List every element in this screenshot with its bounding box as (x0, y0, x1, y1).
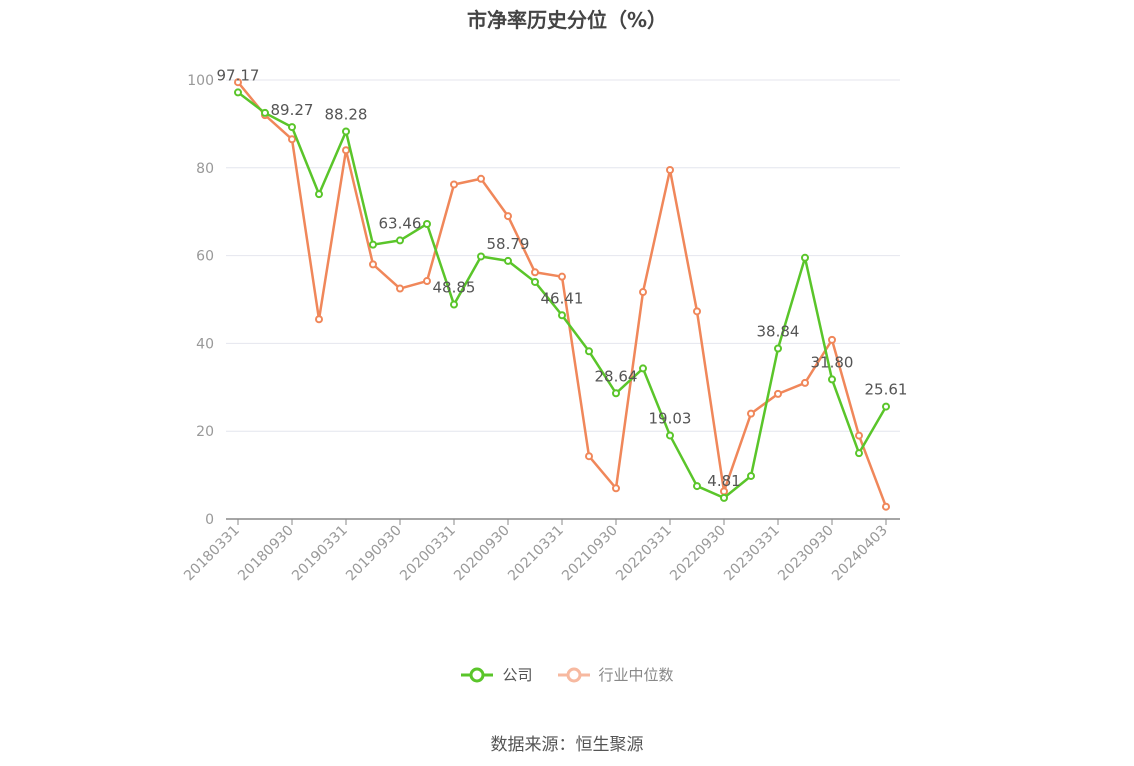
company-data-label: 88.28 (325, 105, 368, 123)
industry-median-point (882, 502, 890, 511)
y-tick-label: 100 (187, 73, 214, 89)
x-tick-label: 20210930 (559, 523, 621, 585)
industry-median-point (585, 452, 593, 461)
company-data-label: 31.80 (811, 353, 854, 371)
company-data-label: 19.03 (649, 409, 692, 427)
company-point (855, 449, 863, 458)
x-tick-label: 20190930 (343, 523, 405, 585)
industry-median-point (639, 288, 647, 297)
industry-median-point (315, 315, 323, 324)
x-tick-label: 20230930 (775, 523, 837, 585)
company-data-label: 25.61 (865, 381, 908, 399)
legend: 公司 行业中位数 (0, 664, 1134, 685)
company-point (639, 364, 647, 373)
company-point (612, 389, 620, 398)
x-tick-label: 20220930 (667, 523, 729, 585)
company-data-label: 46.41 (541, 289, 584, 307)
company-point (504, 256, 512, 265)
company-point (396, 236, 404, 245)
company-point (531, 277, 539, 286)
industry-median-point (477, 174, 485, 183)
industry-median-point (450, 180, 458, 189)
industry-median-point (558, 272, 566, 281)
company-point (558, 311, 566, 320)
industry-median-point (504, 212, 512, 221)
industry-median-point (747, 409, 755, 418)
company-data-label: 89.27 (271, 101, 314, 119)
company-point (288, 123, 296, 132)
industry-median-point (423, 277, 431, 286)
company-data-label: 4.81 (707, 472, 740, 490)
x-tick-label: 20200930 (451, 523, 513, 585)
y-tick-label: 80 (196, 161, 214, 177)
industry-median-point (342, 146, 350, 155)
company-point (720, 493, 728, 502)
company-point (882, 402, 890, 411)
company-point (477, 252, 485, 261)
industry-median-point (828, 335, 836, 344)
y-tick-label: 40 (196, 336, 214, 352)
company-point (315, 190, 323, 199)
company-point (585, 347, 593, 356)
industry-median-point (693, 307, 701, 316)
x-tick-label: 20230331 (721, 523, 783, 585)
legend-company-icon (461, 667, 494, 682)
company-point (747, 471, 755, 480)
company-point (234, 88, 242, 97)
x-tick-label: 20180930 (235, 523, 297, 585)
company-data-label: 63.46 (379, 214, 422, 232)
company-point (342, 127, 350, 136)
legend-label-industry-median: 行业中位数 (598, 666, 674, 684)
x-tick-label: 20220331 (613, 523, 675, 585)
industry-median-point (288, 135, 296, 144)
legend-item-company[interactable]: 公司 (460, 664, 533, 685)
legend-industry-icon (557, 667, 590, 682)
y-tick-label: 60 (196, 249, 214, 265)
legend-item-industry-median[interactable]: 行业中位数 (557, 664, 674, 685)
company-data-label: 48.85 (433, 279, 476, 297)
company-point (828, 375, 836, 384)
industry-median-point (369, 260, 377, 269)
industry-median-point (396, 284, 404, 293)
company-data-label: 58.79 (487, 235, 530, 253)
chart-title: 市净率历史分位（%） (466, 8, 668, 32)
x-tick-label: 20200331 (397, 523, 459, 585)
y-tick-label: 20 (196, 424, 214, 440)
line-chart: 0 20 40 60 80 100 2018033120180930201903312019… (181, 66, 908, 585)
company-data-label: 38.84 (757, 322, 800, 340)
industry-median-point (234, 78, 242, 87)
industry-median-point (774, 389, 782, 398)
company-point (666, 431, 674, 440)
x-tick-label: 20240403 (829, 523, 891, 585)
data-source: 数据来源：恒生聚源 (490, 735, 644, 755)
industry-median-point (801, 378, 809, 387)
company-point (261, 108, 269, 117)
legend-label-company: 公司 (502, 666, 533, 684)
industry-median-point (855, 431, 863, 440)
industry-median-point (531, 268, 539, 277)
industry-median-point (612, 484, 620, 493)
company-data-label: 28.64 (595, 367, 638, 385)
company-point (423, 219, 431, 228)
y-tick-label: 0 (205, 512, 214, 528)
company-point (774, 344, 782, 353)
company-point (369, 240, 377, 249)
x-tick-label: 20210331 (505, 523, 567, 585)
company-point (450, 300, 458, 309)
company-point (693, 482, 701, 491)
company-point (801, 253, 809, 262)
company-data-label: 97.17 (217, 66, 260, 84)
x-tick-label: 20190331 (289, 523, 351, 585)
x-tick-label: 20180331 (181, 523, 243, 585)
industry-median-point (666, 165, 674, 174)
